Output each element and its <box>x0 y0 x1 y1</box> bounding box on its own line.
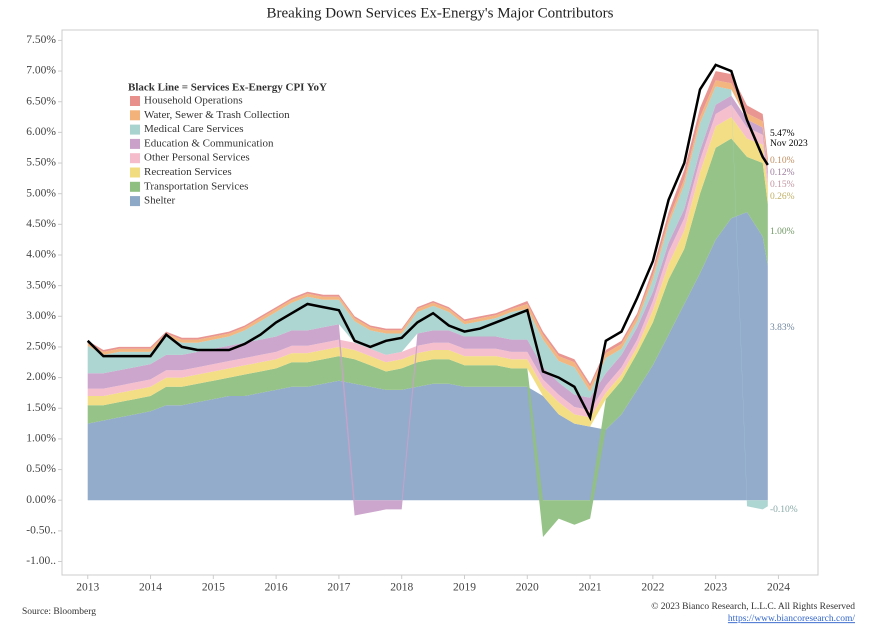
annotation: Nov 2023 <box>770 139 808 149</box>
x-tick-label: 2018 <box>390 582 413 594</box>
x-tick-label: 2019 <box>453 582 476 594</box>
legend-label: Transportation Services <box>144 180 248 192</box>
y-tick-label: 3.50% <box>26 279 56 291</box>
url[interactable]: https://www.biancoresearch.com/ <box>728 614 855 624</box>
y-tick-label: 6.50% <box>26 95 56 107</box>
y-tick-label: 7.00% <box>26 65 56 77</box>
y-tick-label: 5.50% <box>26 157 56 169</box>
data-label: 0.10% <box>770 156 795 166</box>
legend-swatch <box>130 181 140 192</box>
y-tick-label: 1.50% <box>26 402 56 414</box>
area <box>87 86 768 510</box>
y-tick-label: 1.00% <box>26 433 56 445</box>
y-tick-label: 0.00% <box>26 494 56 506</box>
data-label: 0.15% <box>770 180 795 190</box>
legend-swatch <box>130 196 140 207</box>
legend-label: Water, Sewer & Trash Collection <box>144 109 290 121</box>
y-tick-label: 7.50% <box>26 34 56 46</box>
legend-label: Recreation Services <box>144 166 232 178</box>
x-tick-label: 2021 <box>579 582 602 594</box>
legend-label: Other Personal Services <box>144 152 250 164</box>
x-tick-label: 2017 <box>327 582 350 594</box>
legend-label: Education & Communication <box>144 137 274 149</box>
x-tick-label: 2024 <box>767 582 790 594</box>
x-tick-label: 2015 <box>202 582 225 594</box>
y-tick-label: 2.50% <box>26 341 56 353</box>
copyright: © 2023 Bianco Research, L.L.C. All Right… <box>651 601 855 612</box>
x-tick-label: 2016 <box>265 582 288 594</box>
chart-title: Breaking Down Services Ex-Energy's Major… <box>267 5 614 21</box>
legend-swatch <box>130 138 140 149</box>
x-tick-label: 2013 <box>76 582 99 594</box>
legend-title: Black Line = Services Ex-Energy CPI YoY <box>128 82 327 94</box>
data-label: 1.00% <box>770 227 795 237</box>
area <box>87 212 768 501</box>
legend-swatch <box>130 153 140 164</box>
legend-swatch <box>130 96 140 106</box>
legend-swatch <box>130 124 140 135</box>
legend-label: Household Operations <box>144 95 243 107</box>
x-tick-label: 2014 <box>139 582 162 594</box>
x-tick-label: 2022 <box>641 582 664 594</box>
data-label: 3.83% <box>770 323 795 333</box>
legend-swatch <box>130 110 140 121</box>
y-tick-label: 6.00% <box>26 126 56 138</box>
total-line <box>86 63 769 422</box>
data-label: 5.47% <box>770 129 795 139</box>
y-tick-label: 3.00% <box>26 310 56 322</box>
x-tick-label: 2023 <box>704 582 727 594</box>
y-tick-label: 2.00% <box>26 371 56 383</box>
data-label: -0.10% <box>770 505 798 515</box>
legend-label: Shelter <box>144 195 175 207</box>
legend-swatch <box>130 167 140 178</box>
x-tick-label: 2020 <box>516 582 539 594</box>
y-tick-label: 0.50% <box>26 463 56 475</box>
data-label: 0.12% <box>770 168 795 178</box>
y-tick-label: -1.00.. <box>26 555 56 567</box>
data-label: 0.26% <box>770 192 795 202</box>
legend-label: Medical Care Services <box>144 123 244 135</box>
y-tick-label: -0.50.. <box>26 525 56 537</box>
plot-frame <box>61 29 819 576</box>
y-tick-label: 4.00% <box>26 249 56 261</box>
y-tick-label: 4.50% <box>26 218 56 230</box>
source: Source: Bloomberg <box>22 607 96 617</box>
y-tick-label: 5.00% <box>26 187 56 199</box>
